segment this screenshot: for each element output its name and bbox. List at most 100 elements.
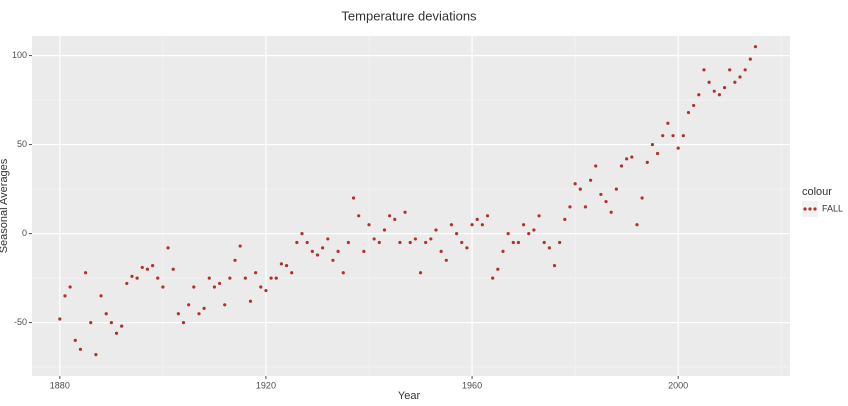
point [630, 155, 634, 159]
y-tick-label: 0 [22, 228, 27, 238]
point [604, 199, 608, 204]
point [491, 276, 495, 280]
point [207, 276, 211, 280]
point [408, 240, 412, 245]
point [558, 240, 562, 245]
point [68, 285, 72, 289]
point [655, 151, 660, 156]
point [120, 324, 124, 328]
point [449, 223, 454, 227]
point [99, 294, 103, 298]
point [496, 267, 500, 271]
point [331, 258, 335, 262]
point [609, 210, 613, 214]
point [573, 182, 577, 186]
point [202, 306, 206, 310]
point [460, 240, 464, 245]
point [521, 223, 526, 227]
point [501, 249, 505, 253]
point [223, 303, 227, 307]
x-axis-label: Year [398, 390, 421, 402]
point [614, 187, 618, 191]
y-tick-label: 50 [17, 139, 27, 149]
point [58, 317, 62, 321]
point [753, 45, 758, 49]
point [284, 264, 289, 268]
point [588, 178, 593, 182]
point [228, 276, 232, 280]
point [341, 271, 345, 275]
point [321, 246, 325, 250]
point [377, 240, 381, 245]
point [181, 320, 186, 325]
point [485, 214, 490, 218]
point [516, 240, 521, 245]
point [712, 89, 716, 93]
point [362, 249, 366, 253]
x-tick-label: 1920 [256, 380, 276, 390]
point [197, 312, 201, 316]
legend-marker [803, 207, 807, 211]
x-tick-label: 2000 [668, 380, 688, 390]
y-axis-label: Seasonal Averages [0, 158, 10, 253]
point [506, 231, 510, 236]
point [738, 75, 742, 79]
point [661, 134, 665, 138]
point [625, 157, 629, 161]
point [599, 192, 603, 197]
point [434, 228, 438, 232]
point [326, 237, 330, 241]
point [686, 110, 691, 115]
point [274, 276, 278, 280]
point [578, 187, 582, 191]
point [717, 93, 722, 97]
point [238, 244, 242, 248]
point [315, 253, 320, 257]
point [145, 267, 150, 271]
point [192, 285, 196, 289]
point [650, 142, 655, 147]
point [702, 68, 706, 72]
point [692, 103, 696, 108]
point [212, 285, 217, 289]
point [619, 164, 624, 168]
point [166, 246, 170, 250]
point [393, 217, 397, 221]
point [552, 264, 557, 268]
point [176, 312, 180, 316]
point [248, 299, 253, 303]
point [290, 271, 294, 275]
point [568, 205, 572, 209]
point [547, 246, 551, 250]
point [104, 312, 108, 316]
legend-label: FALL [822, 203, 843, 213]
point [217, 281, 222, 286]
point [542, 240, 546, 245]
point [748, 57, 752, 61]
point [470, 223, 474, 227]
point [480, 223, 484, 227]
point [676, 146, 680, 150]
x-tick-label: 1960 [462, 380, 482, 390]
point [707, 80, 711, 84]
panel [32, 36, 790, 376]
point [728, 68, 732, 72]
point [439, 249, 443, 253]
point [171, 267, 175, 271]
point [532, 228, 536, 232]
point [367, 223, 371, 227]
point [83, 271, 88, 275]
point [310, 249, 314, 253]
point [243, 276, 247, 280]
point [156, 276, 160, 280]
point [743, 68, 747, 72]
point [78, 347, 83, 351]
point [722, 86, 727, 90]
y-tick-label: -50 [14, 317, 27, 327]
point [444, 258, 448, 262]
point [254, 271, 258, 275]
point [403, 210, 407, 214]
point [346, 240, 350, 245]
